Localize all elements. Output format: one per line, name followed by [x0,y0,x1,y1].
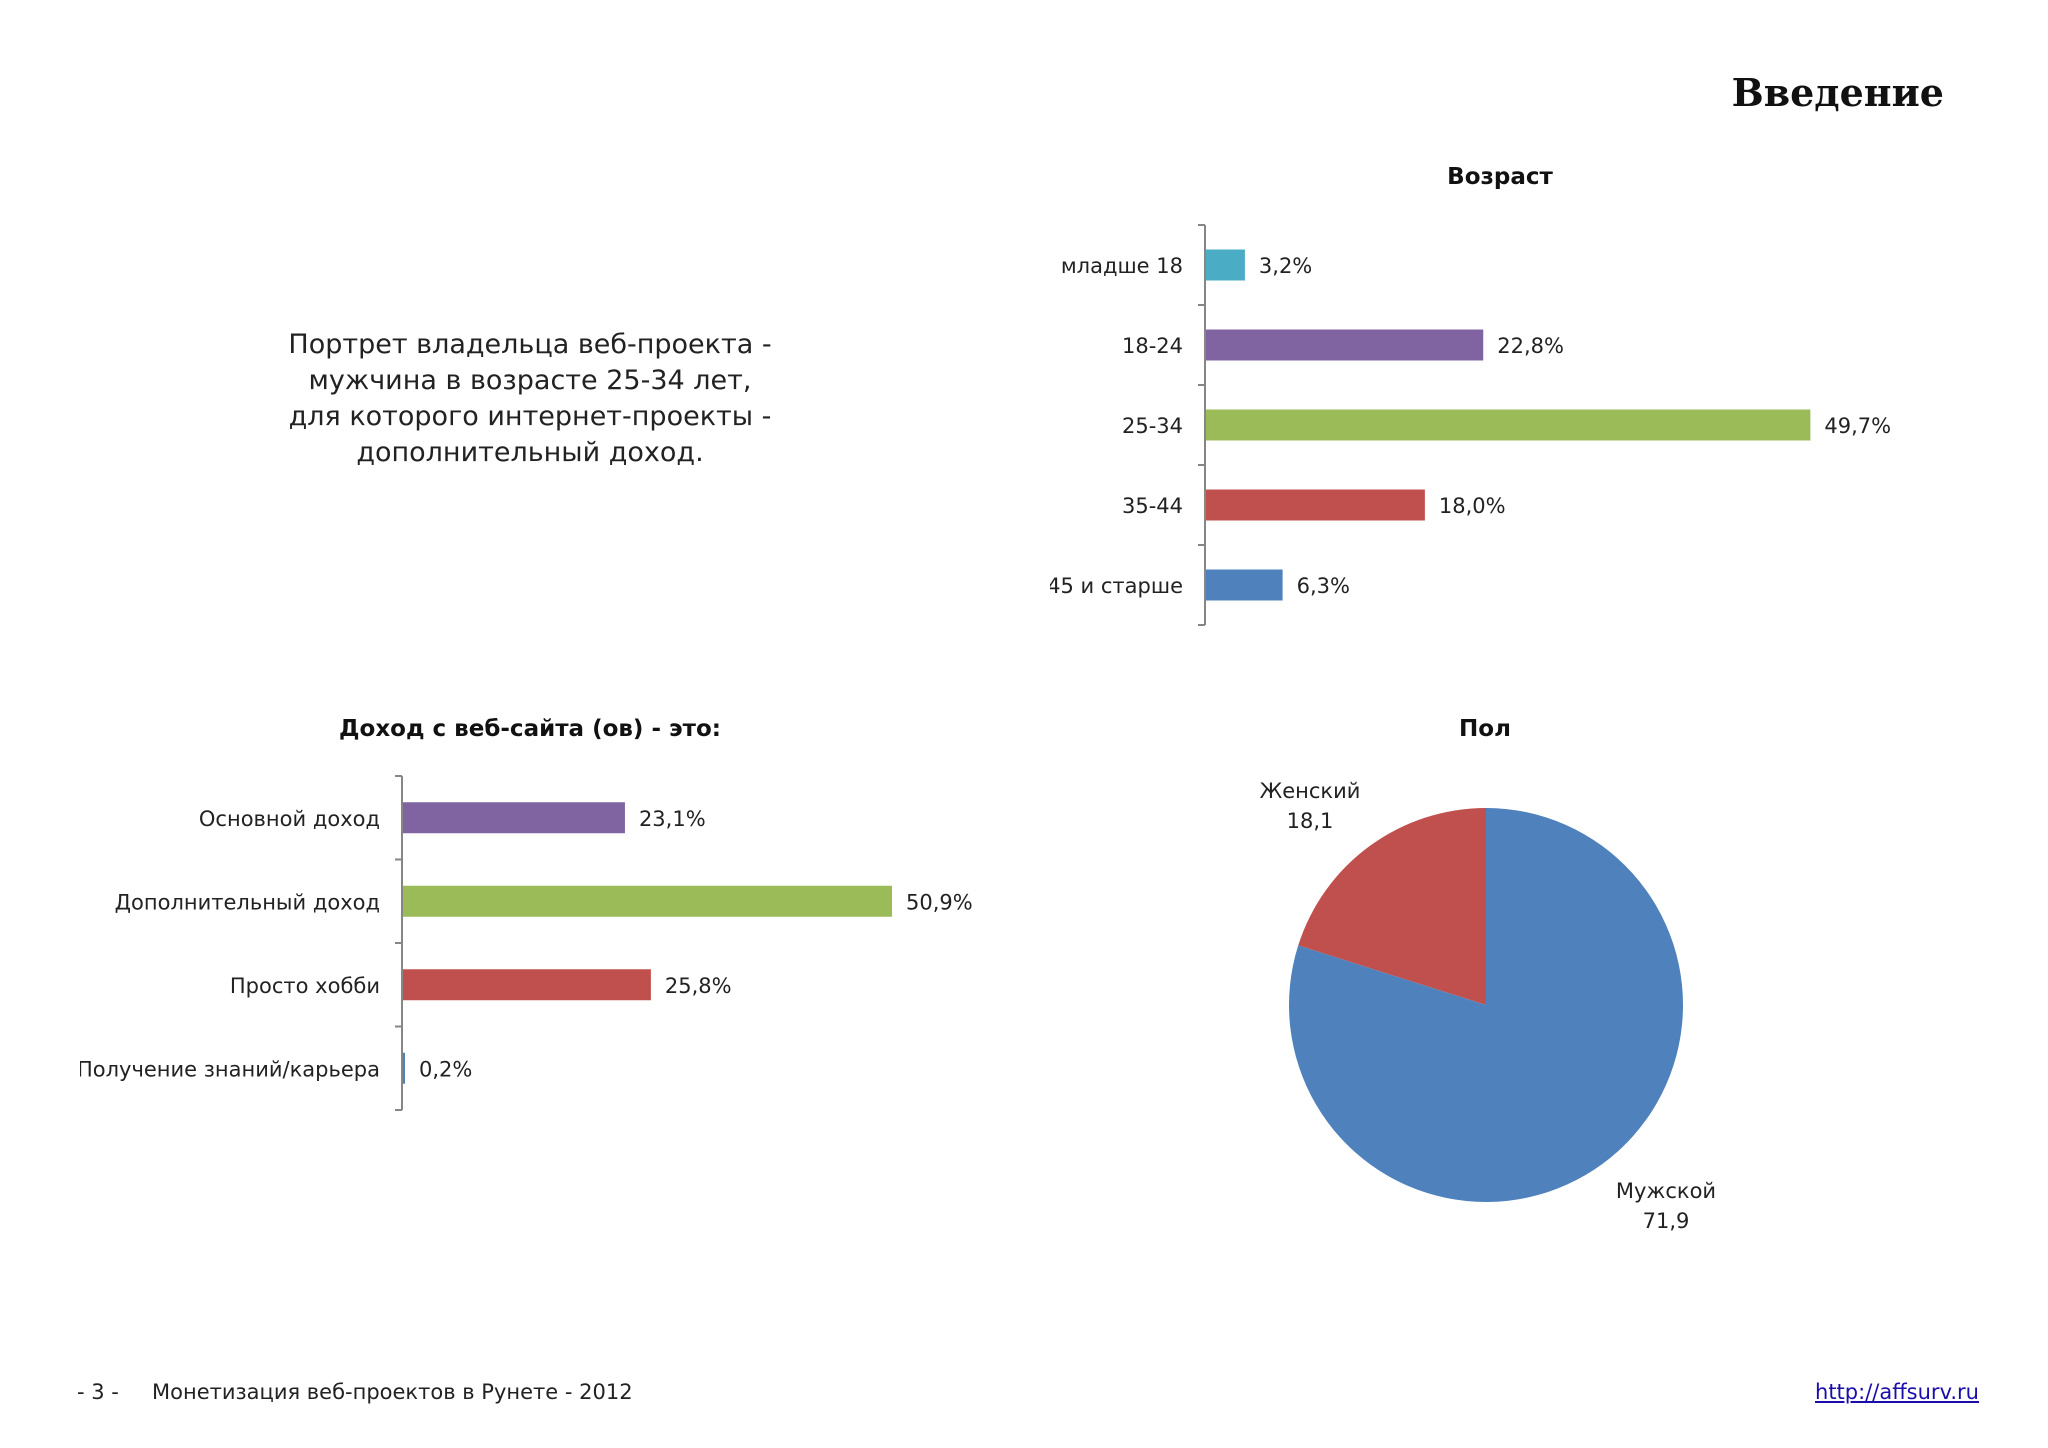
slice-value-label: 18,1 [1287,809,1334,833]
pie-slice [1289,808,1683,1202]
summary-line: дополнительный доход. [356,437,704,468]
bar [1206,489,1425,521]
slice-category-label: Женский [1260,779,1361,803]
category-label: 45 и старше [1050,574,1183,598]
slice-category-label: Мужской [1616,1179,1716,1203]
data-label: 18,0% [1439,494,1506,518]
bar [403,802,625,834]
page-title: Введение [1731,70,1944,115]
slice-value-label: 71,9 [1643,1209,1690,1233]
category-label: Просто хобби [230,974,380,998]
pie-slice [1298,808,1486,1005]
income-chart: Основной доход 23,1% Дополнительный доход 5… [80,775,973,1111]
bar [403,1052,405,1084]
age-chart: младше 18 3,2% 18-24 22,8% 25-34 49,7% 35-44 18… [1050,224,1891,626]
category-label: 18-24 [1122,334,1183,358]
data-label: 0,2% [419,1057,472,1081]
footer-page-number: - 3 - [77,1380,119,1404]
gender-chart-title: Пол [1459,716,1511,742]
summary-text: Портрет владельца веб-проекта - мужчина … [230,327,830,471]
footer-document-title: Монетизация веб-проектов в Рунете - 2012 [152,1380,633,1404]
category-label: Основной доход [199,807,380,831]
income-chart-title: Доход с веб-сайта (ов) - это: [339,716,721,742]
category-label: Получение знаний/карьера [80,1057,380,1081]
footer-link[interactable]: http://affsurv.ru [1815,1380,1979,1404]
bar [403,885,893,917]
summary-line: Портрет владельца веб-проекта - [288,329,772,360]
data-label: 22,8% [1497,334,1564,358]
summary-line: мужчина в возрасте 25-34 лет, [308,365,752,396]
bar [1206,409,1811,441]
data-label: 6,3% [1297,574,1350,598]
summary-line: для которого интернет-проекты - [288,401,772,432]
bar [403,969,651,1001]
data-label: 23,1% [639,807,706,831]
bar [1206,569,1283,601]
data-label: 25,8% [665,974,732,998]
category-label: младше 18 [1061,254,1183,278]
category-label: 35-44 [1122,494,1183,518]
category-label: 25-34 [1122,414,1183,438]
data-label: 49,7% [1824,414,1891,438]
data-label: 3,2% [1259,254,1312,278]
bar [1206,249,1245,281]
bar [1206,329,1484,361]
gender-chart: Женский 18,1 Мужской 71,9 [1260,779,1717,1233]
category-label: Дополнительный доход [115,890,380,914]
age-chart-title: Возраст [1447,164,1553,190]
data-label: 50,9% [906,890,973,914]
